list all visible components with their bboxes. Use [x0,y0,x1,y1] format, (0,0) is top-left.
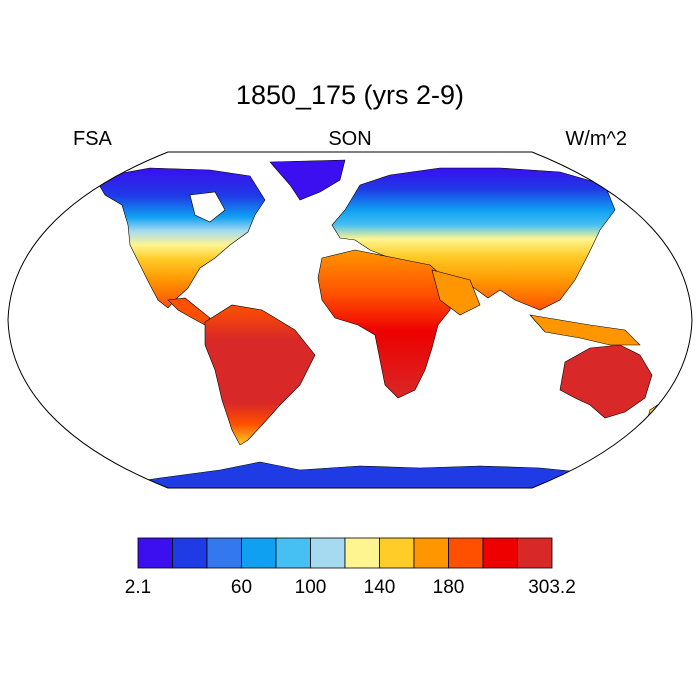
colorbar-tick-label: 60 [231,577,252,598]
colorbar-swatch [448,537,484,569]
land-australia [559,344,653,419]
land-indonesia [529,314,641,346]
land-eurasia [331,167,616,311]
colorbar-swatch [310,537,346,569]
colorbar: 2.1 60 100 140 180 303.2 [125,537,576,598]
colorbar-swatch [517,537,553,569]
season-label: SON [328,128,372,150]
land-greenland [269,159,346,201]
globe-outline [7,151,693,489]
colorbar-tick-label: 100 [295,577,327,598]
units-label: W/m^2 [565,128,627,150]
hudson-bay [189,191,226,223]
colorbar-swatch [137,537,173,569]
colorbar-tick-label: 140 [364,577,396,598]
land-new-zealand [644,401,666,429]
colorbar-tick-label: 2.1 [125,577,151,598]
land-layer [59,159,666,488]
colorbar-tick-label: 303.2 [528,577,576,598]
colorbar-swatch [344,537,380,569]
land-central-america [167,297,211,326]
colorbar-swatch [413,537,449,569]
colorbar-swatch [241,537,277,569]
land-arabia [431,269,481,316]
colorbar-swatch [206,537,242,569]
colorbar-swatch [379,537,415,569]
land-antarctica [59,461,641,488]
land-north-america [94,167,266,309]
variable-label: FSA [73,128,112,150]
colorbar-swatch [172,537,208,569]
land-africa [317,249,453,399]
colorbar-swatch [275,537,311,569]
colorbar-swatch [482,537,518,569]
colorbar-tick-label: 180 [433,577,465,598]
map-title: 1850_175 (yrs 2-9) [235,80,465,110]
land-south-america [204,304,316,446]
